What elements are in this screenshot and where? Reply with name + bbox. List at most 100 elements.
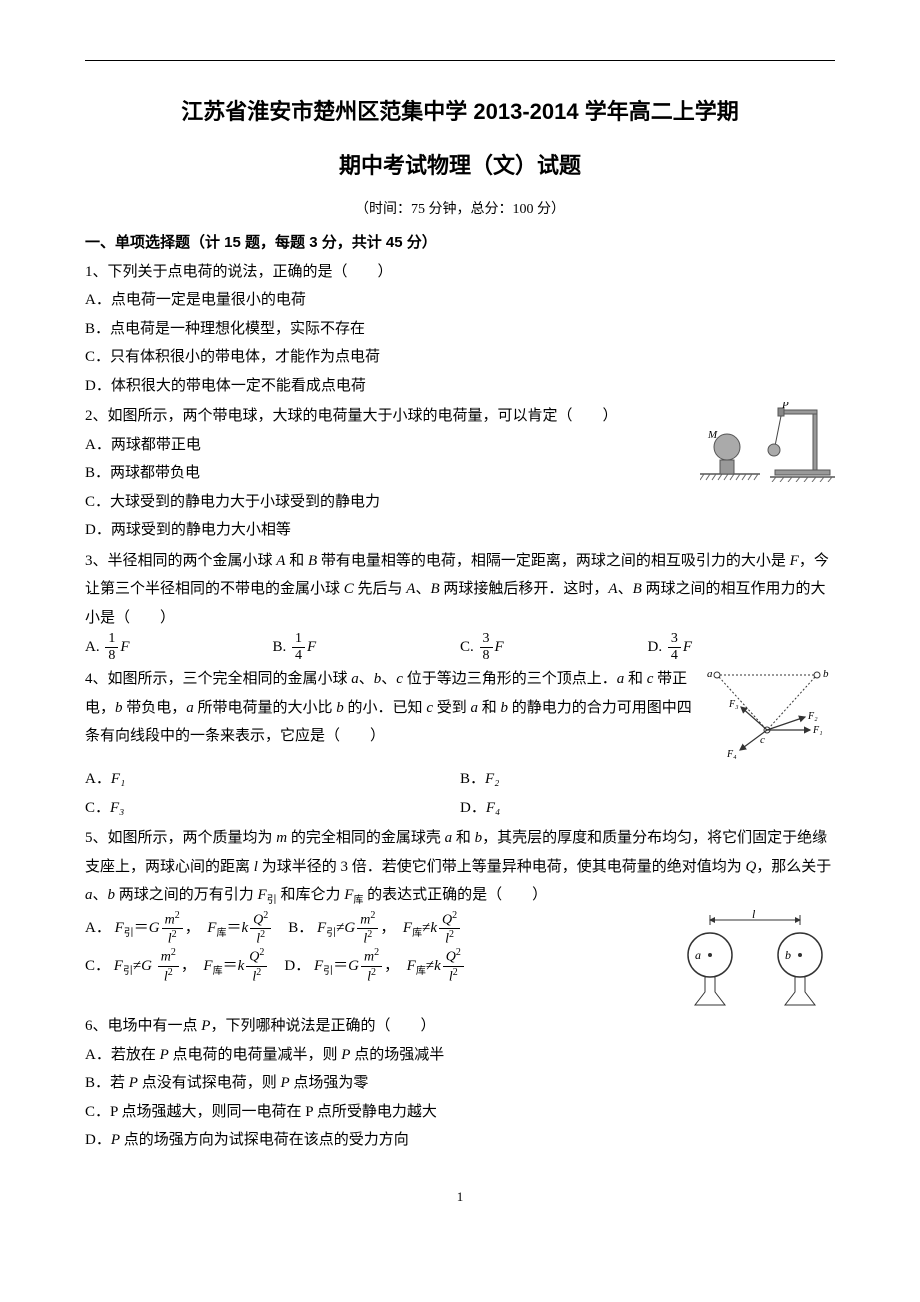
q3-a-f: F — [120, 639, 129, 655]
svg-text:a: a — [695, 948, 701, 962]
q4-t7: 带负电， — [123, 700, 187, 716]
q3-option-d: D. 34F — [648, 632, 836, 663]
q6-t2: ，下列哪种说法是正确的（ ） — [210, 1018, 435, 1034]
q5-c-label: C． — [85, 958, 110, 974]
exam-meta: （时间：75 分钟，总分：100 分） — [85, 197, 835, 224]
q4-t9: 的小．已知 — [344, 700, 427, 716]
q4-options-row2: C．F₃ D．F₄ — [85, 794, 835, 823]
q3-text-6: 、 — [415, 581, 430, 597]
question-4: a b c F₂ F₁ F₃ F₄ 4、如图所示，三个完全相同的金属小球 a 、 b… — [85, 665, 835, 822]
q5-t2: 的完全相同的金属球壳 — [287, 830, 445, 846]
q6-d2: 点的场强方向为试探电荷在该点的受力方向 — [120, 1132, 409, 1148]
q4-c-label: C． — [85, 800, 110, 816]
q1-option-a: A．点电荷一定是电量很小的电荷 — [85, 286, 835, 315]
q4-c-val: F₃ — [110, 800, 124, 816]
question-3: 3、半径相同的两个金属小球 A 和 B 带有电量相等的电荷，相隔一定距离，两球之… — [85, 547, 835, 664]
svg-text:F₄: F₄ — [726, 749, 737, 760]
q4-figure: a b c F₂ F₁ F₃ F₄ — [705, 665, 835, 765]
q4-t10: 受到 — [433, 700, 471, 716]
q5-a-label: A． — [85, 920, 111, 936]
question-5: 5、如图所示，两个质量均为 m 的完全相同的金属球壳 a 和 b，其壳层的厚度和… — [85, 824, 835, 1010]
title-line-1: 江苏省淮安市楚州区范集中学 2013-2014 学年高二上学期 — [85, 91, 835, 133]
q5-t5: 为球半径的 3 倍．若使它们带上等量异种电荷，使其电荷量的绝对值均为 — [258, 859, 746, 875]
q3-option-b: B. 14F — [273, 632, 461, 663]
q5-t7: 、 — [93, 887, 108, 903]
q4-d-label: D． — [460, 800, 486, 816]
svg-text:a: a — [707, 668, 713, 680]
q2-option-c: C．大球受到的静电力大于小球受到的静电力 — [85, 488, 835, 517]
q4-options-row1: A．F₁ B．F₂ — [85, 765, 835, 794]
q5-option-b: B． F引≠Gm2l2， F库≠kQ2l2 — [288, 910, 462, 948]
q5-t6: ，那么关于 — [756, 859, 831, 875]
q3-stem: 3、半径相同的两个金属小球 A 和 B 带有电量相等的电荷，相隔一定距离，两球之… — [85, 547, 835, 633]
q4-t4: 位于等边三角形的三个顶点上． — [403, 671, 617, 687]
q3-text-1: 3、半径相同的两个金属小球 — [85, 553, 276, 569]
svg-text:c: c — [760, 734, 765, 746]
q3-option-c: C. 38F — [460, 632, 648, 663]
q1-option-b: B．点电荷是一种理想化模型，实际不存在 — [85, 315, 835, 344]
question-1: 1、下列关于点电荷的说法，正确的是（ ） A．点电荷一定是电量很小的电荷 B．点… — [85, 258, 835, 401]
q6-option-c: C．P 点场强越大，则同一电荷在 P 点所受静电力越大 — [85, 1098, 835, 1127]
section-1-heading: 一、单项选择题（计 15 题，每题 3 分，共计 45 分） — [85, 229, 835, 258]
q4-a-label: A． — [85, 771, 111, 787]
q3-text-8: 、 — [618, 581, 633, 597]
q4-t5: 和 — [624, 671, 647, 687]
q4-t3: 、 — [381, 671, 396, 687]
q4-b-val: F₂ — [485, 771, 499, 787]
q1-stem: 1、下列关于点电荷的说法，正确的是（ ） — [85, 258, 835, 287]
q3-text-5: 先后与 — [354, 581, 407, 597]
svg-text:F₃: F₃ — [728, 699, 739, 710]
q3-text-2: 和 — [285, 553, 308, 569]
q4-b-label: B． — [460, 771, 485, 787]
q5-figure: l a b — [675, 910, 835, 1010]
q4-t8: 所带电荷量的大小比 — [194, 700, 337, 716]
q6-d1: D． — [85, 1132, 111, 1148]
q5-t3: 和 — [452, 830, 475, 846]
q3-option-a: A. 18F — [85, 632, 273, 663]
q2-label-m: M — [707, 429, 718, 441]
q6-a3: 点的场强减半 — [350, 1047, 444, 1063]
q4-option-a: A．F₁ — [85, 765, 460, 794]
q3-d-label: D. — [648, 639, 663, 655]
q1-option-d: D．体积很大的带电体一定不能看成点电荷 — [85, 372, 835, 401]
question-2: M P 2、如图所示，两个带电球，大球的电荷量大于小球的电荷量，可以肯定（ ） … — [85, 402, 835, 545]
q4-t11: 和 — [478, 700, 501, 716]
q5-grav-sub: 引 — [267, 895, 277, 906]
q1-option-c: C．只有体积很小的带电体，才能作为点电荷 — [85, 343, 835, 372]
q5-t9: 和库仑力 — [277, 887, 345, 903]
q4-t2: 、 — [359, 671, 374, 687]
q6-stem: 6、电场中有一点 P，下列哪种说法是正确的（ ） — [85, 1012, 835, 1041]
q5-coul-sub: 库 — [353, 895, 363, 906]
q2-option-d: D．两球受到的静电力大小相等 — [85, 516, 835, 545]
q6-b2: 点没有试探电荷，则 — [138, 1075, 281, 1091]
q3-c-f: F — [495, 639, 504, 655]
svg-text:b: b — [823, 668, 829, 680]
q5-t8: 两球之间的万有引力 — [115, 887, 258, 903]
q4-a-val: F₁ — [111, 771, 125, 787]
q3-a-label: A. — [85, 639, 100, 655]
svg-text:F₁: F₁ — [812, 725, 823, 736]
svg-text:b: b — [785, 948, 791, 962]
q5-option-d: D． F引＝Gm2l2， F库≠kQ2l2 — [284, 948, 465, 986]
svg-text:l: l — [752, 910, 756, 921]
top-divider — [85, 60, 835, 61]
title-line-2: 期中考试物理（文）试题 — [85, 145, 835, 187]
page-number: 1 — [85, 1185, 835, 1210]
q3-b-f: F — [307, 639, 316, 655]
q4-option-b: B．F₂ — [460, 765, 835, 794]
q4-t1: 4、如图所示，三个完全相同的金属小球 — [85, 671, 351, 687]
q5-d-label: D． — [284, 958, 310, 974]
q3-d-f: F — [683, 639, 692, 655]
question-6: 6、电场中有一点 P，下列哪种说法是正确的（ ） A．若放在 P 点电荷的电荷量… — [85, 1012, 835, 1155]
q6-t1: 6、电场中有一点 — [85, 1018, 201, 1034]
q6-a2: 点电荷的电荷量减半，则 — [169, 1047, 342, 1063]
q6-b1: B．若 — [85, 1075, 129, 1091]
q4-d-val: F₄ — [486, 800, 500, 816]
q6-option-a: A．若放在 P 点电荷的电荷量减半，则 P 点的场强减半 — [85, 1041, 835, 1070]
q3-b-label: B. — [273, 639, 287, 655]
q3-options: A. 18F B. 14F C. 38F D. 34F — [85, 632, 835, 663]
svg-text:F₂: F₂ — [807, 711, 818, 722]
q3-text-3: 带有电量相等的电荷，相隔一定距离，两球之间的相互吸引力的大小是 — [317, 553, 790, 569]
q4-option-c: C．F₃ — [85, 794, 460, 823]
q5-t1: 5、如图所示，两个质量均为 — [85, 830, 276, 846]
